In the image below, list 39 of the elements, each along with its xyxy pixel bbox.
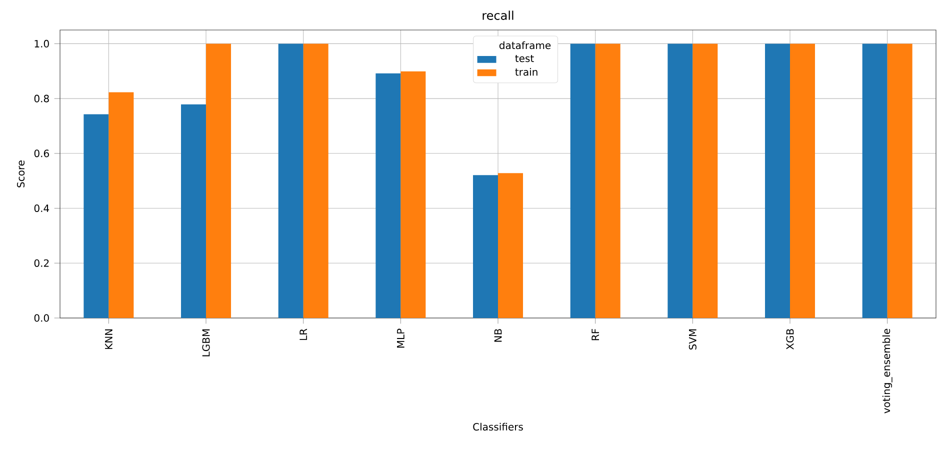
bar: [84, 114, 109, 318]
y-tick-label: 0.6: [34, 150, 49, 158]
y-tick-label: 0.0: [34, 314, 49, 322]
x-tick-label: XGB: [786, 329, 794, 350]
y-tick-label: 0.2: [34, 259, 49, 267]
bar: [570, 44, 596, 318]
bar: [595, 44, 620, 318]
x-tick-label: KNN: [105, 329, 112, 349]
bar: [862, 44, 888, 318]
x-tick-label: MLP: [397, 328, 404, 348]
x-tick-label: RF: [592, 328, 599, 340]
bar: [887, 44, 912, 318]
y-tick-label: 1.0: [34, 40, 49, 48]
x-axis-title: Classifiers: [473, 422, 523, 431]
bar: [376, 73, 401, 318]
bar: [108, 92, 134, 318]
bar: [692, 44, 718, 318]
x-tick-label: NB: [494, 329, 502, 342]
chart-title: recall: [482, 10, 514, 20]
legend-label: train: [515, 68, 538, 76]
bar: [473, 175, 498, 318]
bar: [303, 44, 328, 318]
bar: [764, 44, 790, 318]
y-axis-title: Score: [16, 160, 25, 188]
bar: [206, 44, 232, 318]
y-tick-label: 0.4: [34, 204, 50, 212]
x-tick-label: SVM: [688, 329, 696, 350]
bar: [790, 44, 815, 318]
bar: [498, 173, 524, 318]
x-tick-label: LR: [300, 328, 307, 340]
x-tick-label: LGBM: [202, 329, 210, 356]
x-tick-label: voting_ensemble: [882, 328, 892, 414]
y-tick-label: 0.8: [34, 94, 49, 102]
legend-label: test: [515, 54, 534, 62]
bar: [668, 44, 693, 318]
bar: [278, 44, 304, 318]
bar: [181, 104, 206, 318]
bar: [400, 71, 426, 318]
legend-title: dataframe: [499, 41, 551, 50]
